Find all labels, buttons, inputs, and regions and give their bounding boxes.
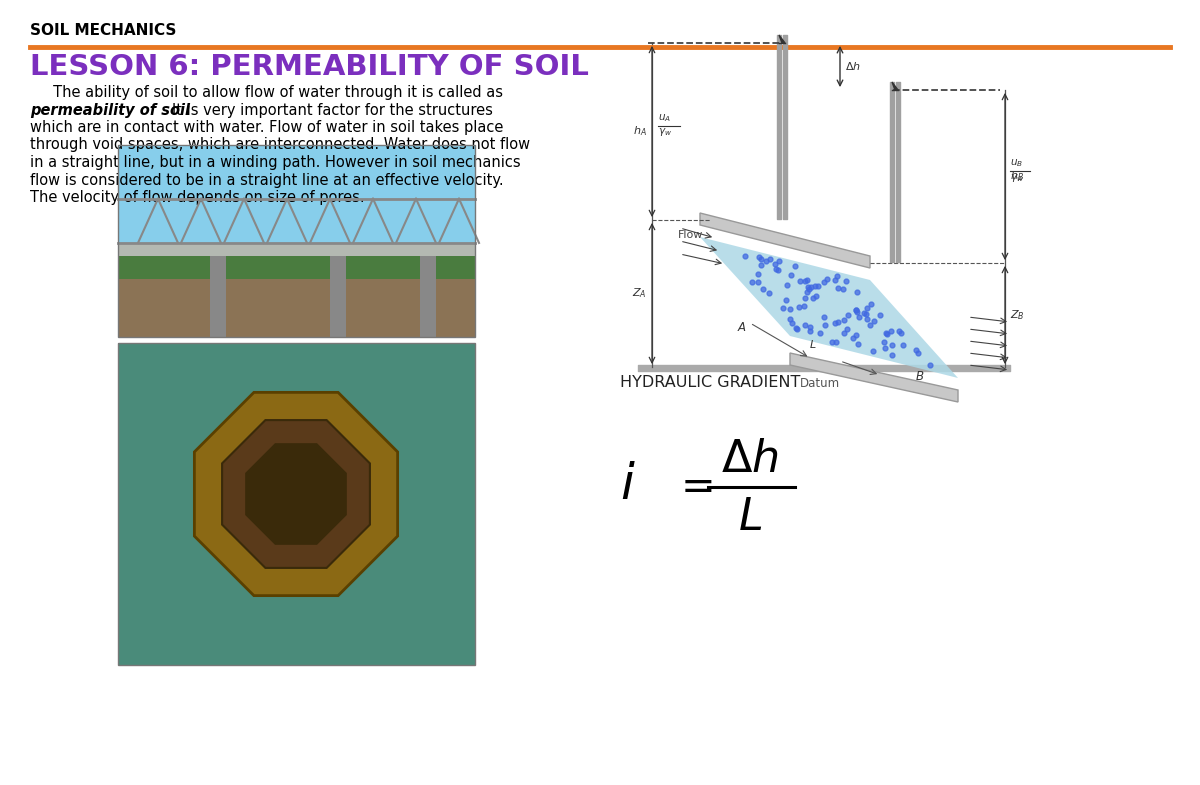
Text: $Z_A$: $Z_A$ [632, 287, 647, 301]
Text: $\Delta h$: $\Delta h$ [721, 439, 779, 481]
Text: $h_A$: $h_A$ [634, 125, 647, 138]
Polygon shape [892, 82, 898, 90]
Text: flow is considered to be in a straight line at an effective velocity.: flow is considered to be in a straight l… [30, 173, 504, 188]
Text: $h_B$: $h_B$ [1010, 170, 1024, 184]
Text: $u_B$: $u_B$ [1010, 157, 1024, 169]
Text: SOIL MECHANICS: SOIL MECHANICS [30, 23, 176, 38]
Text: permeability of soil: permeability of soil [30, 103, 190, 118]
Text: which are in contact with water. Flow of water in soil takes place: which are in contact with water. Flow of… [30, 120, 503, 135]
Polygon shape [700, 237, 958, 378]
Text: L: L [810, 340, 816, 350]
Text: Datum: Datum [800, 377, 840, 390]
Text: through void spaces, which are interconnected. Water does not flow: through void spaces, which are interconn… [30, 137, 530, 152]
Bar [330, 257, 346, 337]
Text: $\gamma_w$: $\gamma_w$ [1010, 171, 1024, 184]
Text: Flow: Flow [678, 230, 703, 240]
Text: $u_A$: $u_A$ [658, 111, 671, 123]
Bar [118, 245, 475, 283]
Polygon shape [779, 35, 785, 43]
Bar [118, 145, 475, 250]
Bar [118, 343, 475, 665]
Text: LESSON 6: PERMEABILITY OF SOIL: LESSON 6: PERMEABILITY OF SOIL [30, 53, 589, 81]
Bar [118, 343, 475, 665]
Text: $i$: $i$ [620, 461, 636, 509]
Text: . It is very important factor for the structures: . It is very important factor for the st… [158, 103, 493, 118]
Text: $Z_B$: $Z_B$ [1010, 308, 1025, 322]
Bar [118, 243, 475, 257]
Text: $\gamma_w$: $\gamma_w$ [658, 126, 672, 138]
Text: $\Delta h$: $\Delta h$ [845, 60, 860, 72]
Text: The ability of soil to allow flow of water through it is called as: The ability of soil to allow flow of wat… [30, 85, 503, 100]
Bar [118, 145, 475, 337]
Polygon shape [245, 444, 347, 545]
Polygon shape [194, 392, 397, 596]
Text: The velocity of flow depends on size of pores.: The velocity of flow depends on size of … [30, 190, 365, 205]
Bar [118, 279, 475, 337]
Text: HYDRAULIC GRADIENT: HYDRAULIC GRADIENT [620, 375, 800, 390]
Polygon shape [222, 420, 370, 568]
Polygon shape [700, 213, 870, 268]
Text: in a straight line, but in a winding path. However in soil mechanics: in a straight line, but in a winding pat… [30, 155, 521, 170]
Polygon shape [790, 353, 958, 402]
Bar [420, 257, 436, 337]
Text: A: A [738, 321, 746, 334]
Text: $L$: $L$ [738, 496, 762, 539]
Text: B: B [916, 370, 924, 383]
Bar [210, 257, 226, 337]
Text: $=$: $=$ [672, 464, 713, 506]
